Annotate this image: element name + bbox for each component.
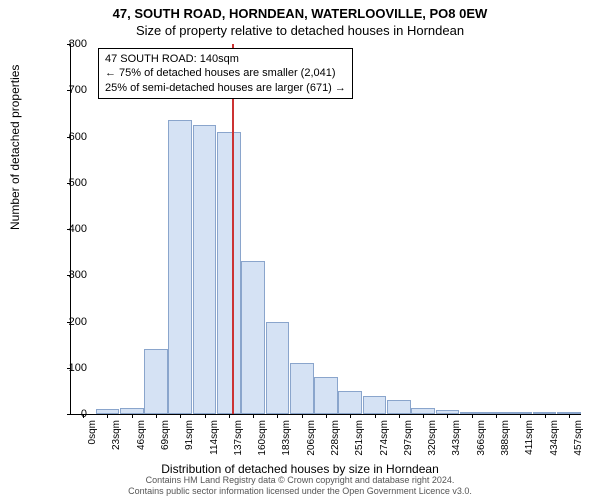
xtick-mark xyxy=(229,414,230,418)
xtick-mark xyxy=(375,414,376,418)
ytick-label: 400 xyxy=(69,223,87,235)
xtick-mark xyxy=(132,414,133,418)
xtick-label: 434sqm xyxy=(549,420,560,456)
xtick-label: 114sqm xyxy=(209,420,220,455)
histogram-bar xyxy=(241,261,265,414)
x-axis-label: Distribution of detached houses by size … xyxy=(0,462,600,476)
histogram-bar xyxy=(314,377,338,414)
xtick-label: 206sqm xyxy=(306,420,317,456)
ytick-label: 100 xyxy=(69,362,87,374)
annotation-box: 47 SOUTH ROAD: 140sqm ← 75% of detached … xyxy=(98,48,353,99)
xtick-label: 388sqm xyxy=(500,420,511,456)
title-main: 47, SOUTH ROAD, HORNDEAN, WATERLOOVILLE,… xyxy=(0,0,600,21)
annotation-line2: ← 75% of detached houses are smaller (2,… xyxy=(105,66,346,80)
xtick-label: 91sqm xyxy=(184,420,195,450)
xtick-label: 411sqm xyxy=(524,420,535,455)
histogram-bar xyxy=(338,391,362,414)
xtick-label: 0sqm xyxy=(87,420,98,444)
annotation-line3: 25% of semi-detached houses are larger (… xyxy=(105,81,346,95)
footer-attribution: Contains HM Land Registry data © Crown c… xyxy=(0,475,600,497)
xtick-mark xyxy=(302,414,303,418)
histogram-bar xyxy=(168,120,192,414)
histogram-bar xyxy=(387,400,411,414)
footer-line1: Contains HM Land Registry data © Crown c… xyxy=(0,475,600,486)
xtick-mark xyxy=(107,414,108,418)
annotation-line1: 47 SOUTH ROAD: 140sqm xyxy=(105,52,346,66)
chart-container: 47, SOUTH ROAD, HORNDEAN, WATERLOOVILLE,… xyxy=(0,0,600,500)
xtick-label: 457sqm xyxy=(573,420,584,456)
ytick-label: 0 xyxy=(81,408,87,420)
xtick-label: 160sqm xyxy=(257,420,268,456)
xtick-mark xyxy=(447,414,448,418)
xtick-label: 23sqm xyxy=(111,420,122,450)
xtick-mark xyxy=(205,414,206,418)
histogram-bar xyxy=(193,125,217,414)
xtick-label: 297sqm xyxy=(403,420,414,456)
property-marker-line xyxy=(232,44,234,414)
xtick-mark xyxy=(156,414,157,418)
xtick-mark xyxy=(496,414,497,418)
histogram-bar xyxy=(363,396,387,415)
xtick-mark xyxy=(399,414,400,418)
xtick-label: 228sqm xyxy=(330,420,341,456)
xtick-label: 46sqm xyxy=(136,420,147,450)
title-sub: Size of property relative to detached ho… xyxy=(0,21,600,38)
xtick-label: 343sqm xyxy=(451,420,462,456)
footer-line2: Contains public sector information licen… xyxy=(0,486,600,497)
ytick-label: 300 xyxy=(69,269,87,281)
histogram-bar xyxy=(144,349,168,414)
xtick-mark xyxy=(326,414,327,418)
xtick-mark xyxy=(253,414,254,418)
ytick-label: 800 xyxy=(69,38,87,50)
xtick-mark xyxy=(423,414,424,418)
xtick-label: 320sqm xyxy=(427,420,438,456)
histogram-bar xyxy=(290,363,314,414)
xtick-mark xyxy=(545,414,546,418)
xtick-label: 274sqm xyxy=(379,420,390,456)
histogram-bar xyxy=(217,132,241,414)
xtick-mark xyxy=(569,414,570,418)
xtick-mark xyxy=(520,414,521,418)
histogram-bar xyxy=(266,322,290,415)
xtick-mark xyxy=(180,414,181,418)
xtick-mark xyxy=(277,414,278,418)
chart-plot-area: 0sqm23sqm46sqm69sqm91sqm114sqm137sqm160s… xyxy=(70,44,581,415)
ytick-label: 500 xyxy=(69,177,87,189)
xtick-label: 183sqm xyxy=(281,420,292,456)
xtick-label: 69sqm xyxy=(160,420,171,450)
ytick-label: 700 xyxy=(69,84,87,96)
ytick-mark xyxy=(67,414,71,415)
xtick-mark xyxy=(472,414,473,418)
xtick-label: 137sqm xyxy=(233,420,244,456)
ytick-label: 600 xyxy=(69,131,87,143)
xtick-label: 366sqm xyxy=(476,420,487,456)
ytick-label: 200 xyxy=(69,316,87,328)
y-axis-label: Number of detached properties xyxy=(8,65,22,230)
xtick-label: 251sqm xyxy=(354,420,365,456)
xtick-mark xyxy=(350,414,351,418)
